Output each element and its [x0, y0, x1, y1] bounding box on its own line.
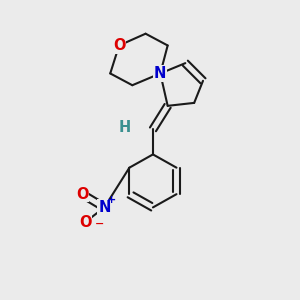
Text: N: N [154, 66, 167, 81]
Text: −: − [95, 219, 105, 229]
Text: O: O [76, 187, 88, 202]
Text: N: N [98, 200, 110, 215]
Text: +: + [107, 195, 116, 205]
Text: O: O [79, 214, 92, 230]
Text: O: O [113, 38, 125, 53]
Text: H: H [119, 120, 131, 135]
